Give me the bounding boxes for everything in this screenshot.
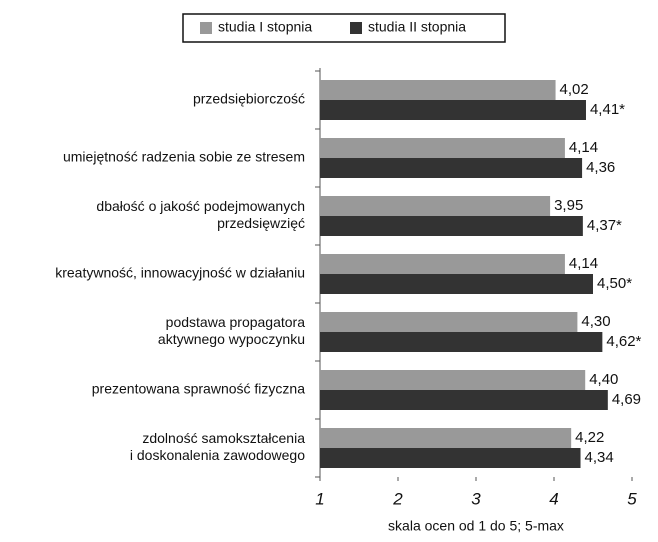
bar — [320, 254, 565, 274]
value-label: 4,62* — [606, 333, 641, 350]
x-axis-label: skala ocen od 1 do 5; 5-max — [388, 518, 564, 534]
bar — [320, 158, 583, 178]
bar — [320, 428, 572, 448]
legend-swatch — [350, 22, 362, 34]
category-label: i doskonalenia zawodowego — [130, 447, 305, 463]
value-label: 4,40 — [589, 371, 618, 388]
legend-label: studia II stopnia — [368, 19, 466, 35]
x-tick-label: 4 — [549, 489, 558, 508]
bar — [320, 216, 583, 236]
value-label: 3,95 — [554, 197, 583, 214]
value-label: 4,50* — [597, 275, 632, 292]
category-label: podstawa propagatora — [166, 314, 306, 330]
bar — [320, 100, 586, 120]
category-label: aktywnego wypoczynku — [158, 331, 305, 347]
category-label: zdolność samokształcenia — [142, 430, 305, 446]
bar — [320, 138, 565, 158]
value-label: 4,41* — [590, 101, 625, 118]
bar — [320, 274, 593, 294]
value-label: 4,14 — [569, 139, 598, 156]
value-label: 4,22 — [575, 429, 604, 446]
value-label: 4,34 — [585, 449, 614, 466]
category-label: dbałość o jakość podejmowanych — [96, 198, 305, 214]
value-label: 4,69 — [612, 391, 641, 408]
x-tick-label: 3 — [471, 489, 481, 508]
category-label: przedsiębiorczość — [193, 91, 305, 107]
legend-label: studia I stopnia — [218, 19, 312, 35]
x-tick-label: 2 — [392, 489, 403, 508]
bar — [320, 390, 608, 410]
x-tick-label: 5 — [627, 489, 637, 508]
bar — [320, 80, 556, 100]
category-label: umiejętność radzenia sobie ze stresem — [63, 149, 305, 165]
value-label: 4,14 — [569, 255, 598, 272]
bar — [320, 448, 581, 468]
legend-box — [182, 13, 506, 43]
bar — [320, 370, 586, 390]
category-label: kreatywność, innowacyjność w działaniu — [55, 265, 305, 281]
value-label: 4,02 — [560, 81, 589, 98]
bar — [320, 196, 551, 216]
value-label: 4,37* — [587, 217, 622, 234]
x-tick-label: 1 — [315, 489, 324, 508]
category-label: prezentowana sprawność fizyczna — [92, 381, 305, 397]
bar — [320, 312, 578, 332]
bar — [320, 332, 603, 352]
category-label: przedsięwzięć — [217, 215, 305, 231]
value-label: 4,36 — [586, 159, 615, 176]
value-label: 4,30 — [581, 313, 610, 330]
legend-swatch — [200, 22, 212, 34]
